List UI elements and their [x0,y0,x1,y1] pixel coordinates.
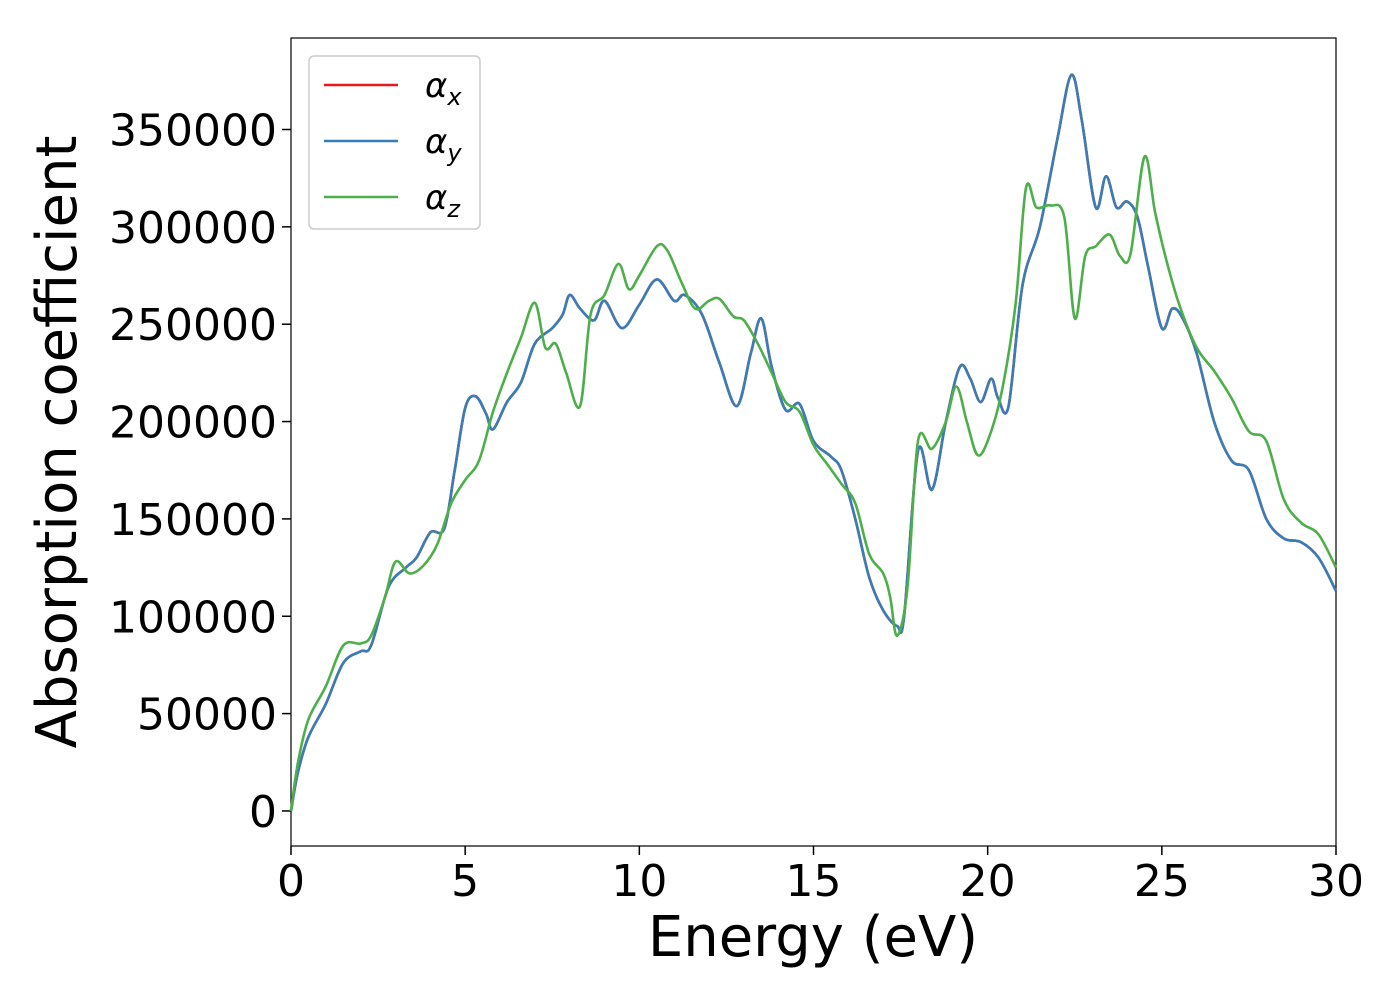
y-tick-label: 250000 [109,300,277,351]
series-layer [289,73,1338,812]
series-line-alpha-y [289,73,1338,812]
y-tick-label: 100000 [109,592,277,643]
x-tick-label: 15 [786,856,842,907]
x-tick-label: 5 [451,856,479,907]
y-tick-label: 200000 [109,398,277,449]
y-tick-label: 150000 [109,495,277,546]
x-tick-label: 0 [277,856,305,907]
legend: αx αy αz [308,55,481,230]
legend-label-y: αy [425,122,462,167]
y-tick-label: 300000 [109,203,277,254]
tick-layer: 0 5 10 15 20 25 30 0 50000 100000 150000 200000 2500… [109,106,1364,907]
y-axis-title: Absorption coefficient [25,136,90,749]
y-tick-label: 50000 [137,690,277,741]
x-axis-title: Energy (eV) [648,905,978,970]
series-line-alpha-z [289,154,1338,812]
y-tick-label: 350000 [109,106,277,157]
legend-box [308,55,481,230]
y-tick-label: 0 [249,787,277,838]
legend-label-z: αz [425,178,461,223]
x-tick-label: 25 [1134,856,1190,907]
x-tick-label: 20 [960,856,1016,907]
legend-label-x: αx [425,66,462,111]
x-tick-label: 30 [1308,856,1364,907]
x-tick-label: 10 [611,856,667,907]
